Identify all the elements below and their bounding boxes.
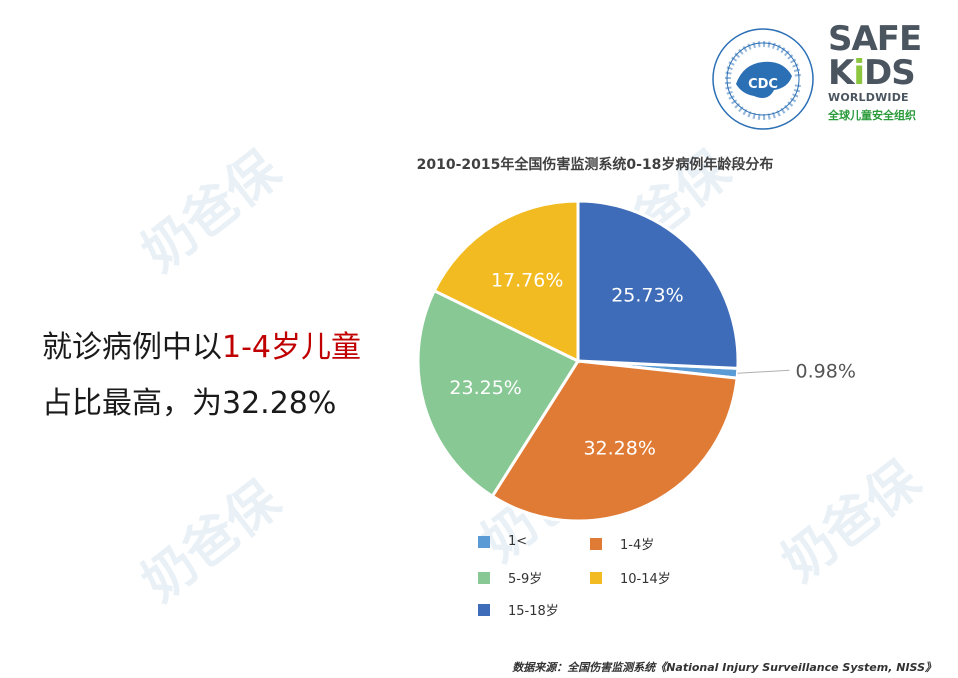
legend-swatch (478, 571, 490, 584)
chart-legend: 1< 1-4岁 5-9岁 10-14岁 15-18岁 (478, 534, 738, 624)
legend-label: 5-9岁 (508, 572, 543, 587)
logos: CDC SAFE KiDS WORLDWIDE 全球儿童安全组织 (700, 18, 950, 138)
legend-swatch (478, 603, 490, 616)
safekids-line3: WORLDWIDE (828, 91, 909, 104)
legend-item-0: 1< (478, 534, 527, 549)
pie-data-label-2: 23.25% (449, 377, 521, 399)
safekids-line1: SAFE (828, 19, 922, 59)
data-source: 数据来源：全国伤害监测系统《National Injury Surveillan… (512, 661, 936, 674)
legend-swatch (590, 571, 602, 584)
cdc-seal-logo: CDC (712, 28, 814, 130)
safekids-ds: DS (864, 53, 916, 93)
legend-item-4: 15-18岁 (478, 600, 559, 619)
pie-slice-3 (432, 199, 580, 364)
pie-data-label-3: 17.76% (491, 270, 563, 292)
safekids-logo: SAFE KiDS WORLDWIDE 全球儿童安全组织 (828, 22, 938, 123)
legend-item-2: 5-9岁 (478, 568, 542, 587)
cdc-seal-text: CDC (748, 77, 778, 92)
pie-data-label-4: 25.73% (611, 285, 683, 307)
legend-label: 1-4岁 (620, 538, 655, 553)
chart-title: 2010-2015年全国伤害监测系统0-18岁病例年龄段分布 (416, 157, 774, 173)
legend-swatch (590, 537, 602, 550)
pie-leader-line-0 (737, 369, 790, 374)
headline-line1: 就诊病例中以1-4岁儿童 (42, 322, 361, 366)
pie-data-label-0: 0.98% (796, 360, 856, 382)
headline-highlight: 1-4岁儿童 (222, 330, 361, 365)
legend-label: 15-18岁 (508, 604, 559, 619)
legend-label: 10-14岁 (620, 572, 671, 587)
pie-slice-4 (576, 199, 740, 370)
safekids-k: K (828, 53, 854, 93)
safekids-i: i (853, 53, 865, 93)
headline-line2: 占比最高，为32.28% (42, 386, 337, 421)
legend-swatch (478, 535, 490, 548)
legend-item-1: 1-4岁 (590, 534, 654, 553)
headline-prefix: 就诊病例中以 (42, 330, 222, 365)
safekids-line2: KiDS (828, 56, 938, 90)
pie-data-label-1: 32.28% (583, 437, 655, 459)
safekids-cn: 全球儿童安全组织 (828, 109, 916, 122)
legend-label: 1< (508, 534, 528, 549)
legend-item-3: 10-14岁 (590, 568, 671, 587)
